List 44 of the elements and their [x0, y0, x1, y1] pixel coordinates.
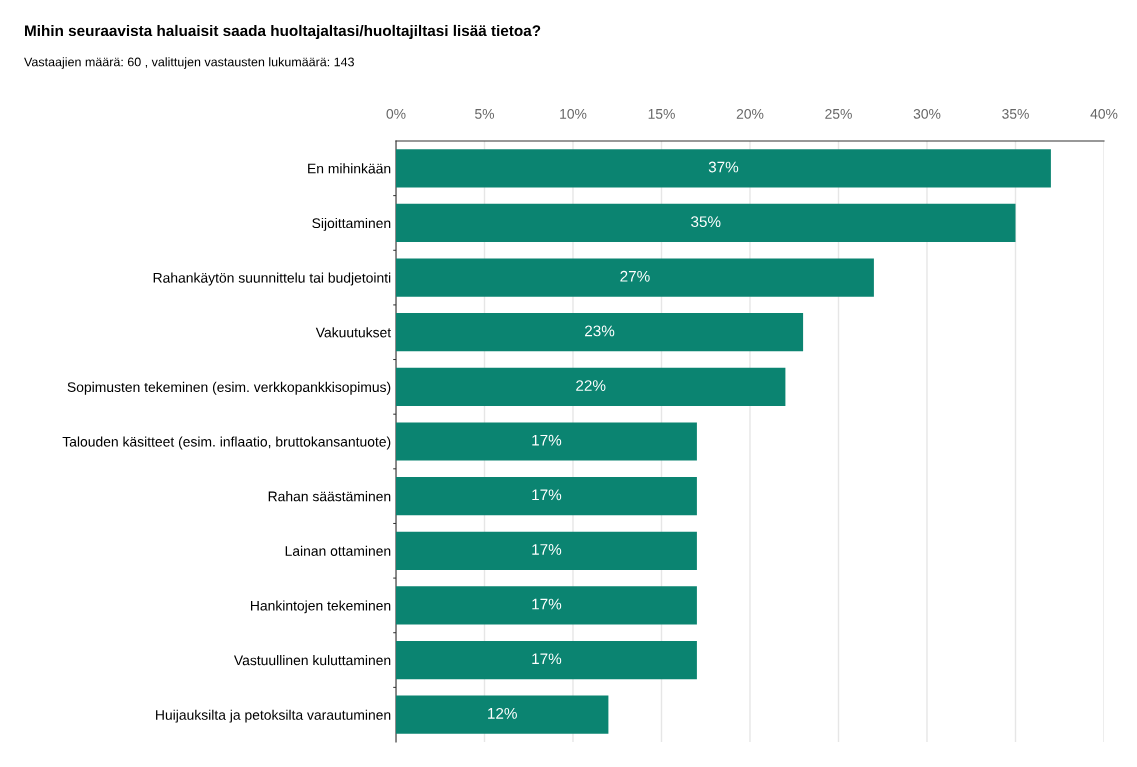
x-tick-label: 10%: [560, 108, 587, 119]
x-tick-label: 40%: [1090, 108, 1118, 119]
y-tick-label: Sijoittaminen: [312, 217, 391, 231]
data-label: 37%: [708, 161, 739, 173]
chart-title: Mihin seuraavista haluaisit saada huoltajaltasi/huoltajiltasi lisää tietoa?: [25, 24, 541, 40]
y-tick-label: Hankintojen tekeminen: [251, 600, 391, 614]
y-tick-label: En mihinkään: [308, 163, 391, 174]
x-tick-label: 15%: [648, 109, 675, 119]
data-label: 22%: [576, 380, 606, 391]
bar: [396, 258, 874, 297]
x-tick-label: 20%: [736, 108, 764, 119]
text: Vastaajien määrä: 60 , valittujen vastausten lukumäärä: 143: [24, 57, 354, 69]
bar: [396, 203, 1016, 243]
data-label: 17%: [532, 653, 562, 665]
bar: [396, 477, 697, 516]
bar: [396, 149, 1051, 188]
data-label: 12%: [488, 707, 517, 719]
x-tick-label: 35%: [1002, 108, 1029, 119]
bar: [396, 313, 804, 352]
data-label: 17%: [532, 489, 562, 501]
data-label: 17%: [532, 434, 562, 446]
data-label: 23%: [585, 325, 615, 337]
bar: [396, 695, 609, 734]
data-label: 17%: [532, 598, 562, 610]
y-tick-label: Lainan ottaminen: [285, 545, 391, 556]
x-tick-label: 25%: [825, 108, 852, 119]
bar: [396, 422, 697, 461]
bar: [396, 586, 697, 625]
y-tick-label: Rahan säästäminen: [268, 491, 391, 502]
y-tick-label: Rahankäytön suunnittelu tai budjetointi: [153, 272, 391, 286]
y-tick-label: Vakuutukset: [315, 327, 392, 338]
data-label: 17%: [532, 544, 562, 555]
y-tick-label: Talouden käsitteet (esim. inflaatio, bruttokansantuote): [62, 436, 391, 450]
bar: [396, 367, 786, 406]
y-tick-label: Sopimusten tekeminen (esim. verkkopankkisopimus): [67, 381, 391, 395]
y-tick-label: Huijauksilta ja petoksilta varautuminen: [156, 709, 391, 723]
y-tick-label: Vastuullinen kuluttaminen: [233, 655, 391, 666]
x-tick-label: 30%: [913, 108, 941, 119]
data-label: 35%: [691, 216, 721, 228]
data-label: 27%: [620, 270, 650, 282]
bar: [396, 640, 697, 680]
x-tick-label: 0%: [386, 108, 406, 119]
x-tick-label: 5%: [475, 109, 495, 119]
bar: [396, 531, 697, 570]
